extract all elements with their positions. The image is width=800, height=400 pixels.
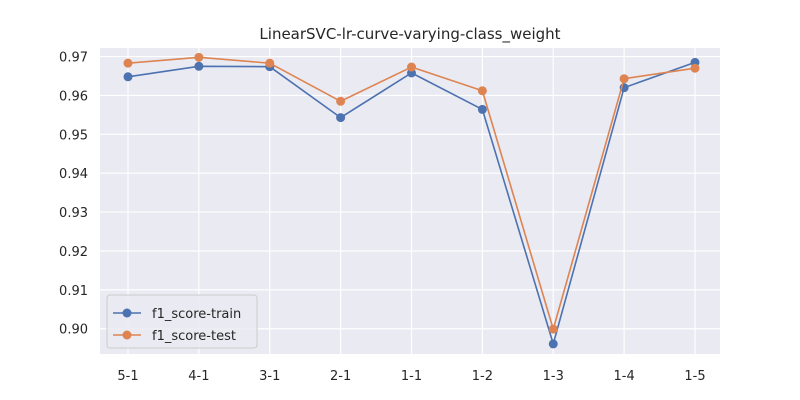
data-point <box>548 324 558 334</box>
data-point <box>336 113 346 123</box>
x-axis-ticks: 5-1 4-1 3-1 2-1 1-1 1-2 1-3 1-4 1-5 <box>117 369 705 384</box>
data-point <box>194 61 204 71</box>
data-point <box>407 62 416 72</box>
x-tick-label: 1-3 <box>543 369 564 384</box>
series-layer <box>123 52 700 349</box>
y-tick-label: 0.95 <box>59 128 88 143</box>
legend-marker <box>122 308 132 318</box>
legend: f1_score-train f1_score-test <box>106 294 258 349</box>
legend-label: f1_score-train <box>152 307 241 322</box>
legend-item: f1_score-train <box>113 307 241 322</box>
data-point <box>548 339 558 349</box>
legend-box <box>106 294 258 349</box>
series-f1_score-test <box>123 52 700 334</box>
x-tick-label: 1-5 <box>684 369 705 384</box>
data-point <box>477 104 487 114</box>
grid-lines <box>100 48 720 354</box>
data-point <box>123 58 133 68</box>
x-tick-label: 1-2 <box>472 369 493 384</box>
x-tick-label: 1-1 <box>401 369 422 384</box>
y-tick-label: 0.90 <box>59 323 88 338</box>
y-tick-label: 0.93 <box>59 206 88 221</box>
x-tick-label: 1-4 <box>614 369 635 384</box>
data-point <box>690 63 700 73</box>
y-tick-label: 0.92 <box>59 245 88 260</box>
data-point <box>194 52 204 62</box>
x-tick-label: 2-1 <box>330 369 351 384</box>
y-tick-label: 0.96 <box>59 89 88 104</box>
y-tick-label: 0.94 <box>59 167 88 182</box>
x-tick-label: 4-1 <box>188 369 209 384</box>
x-tick-label: 3-1 <box>259 369 280 384</box>
legend-marker <box>122 330 132 340</box>
y-tick-label: 0.97 <box>59 51 88 66</box>
legend-item: f1_score-test <box>113 329 236 344</box>
chart-title: LinearSVC-lr-curve-varying-class_weight <box>259 25 560 44</box>
data-point <box>619 74 629 84</box>
x-tick-label: 5-1 <box>117 369 138 384</box>
legend-label: f1_score-test <box>152 329 236 344</box>
data-point <box>477 86 487 96</box>
data-point <box>123 72 133 82</box>
y-tick-label: 0.91 <box>59 284 88 299</box>
data-point <box>336 96 346 106</box>
data-point <box>265 58 275 68</box>
y-axis-ticks: 0.90 0.91 0.92 0.93 0.94 0.95 0.96 0.97 <box>59 51 88 338</box>
